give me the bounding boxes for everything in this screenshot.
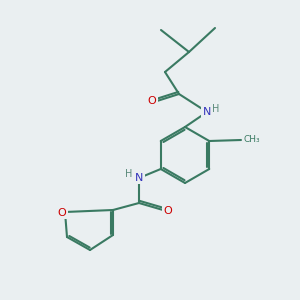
Text: O: O [148,96,156,106]
Text: H: H [125,169,133,179]
Text: O: O [58,208,66,218]
Text: N: N [203,107,211,117]
Text: H: H [212,104,220,114]
Text: O: O [164,206,172,216]
Text: N: N [135,173,143,183]
Text: CH₃: CH₃ [244,134,261,143]
